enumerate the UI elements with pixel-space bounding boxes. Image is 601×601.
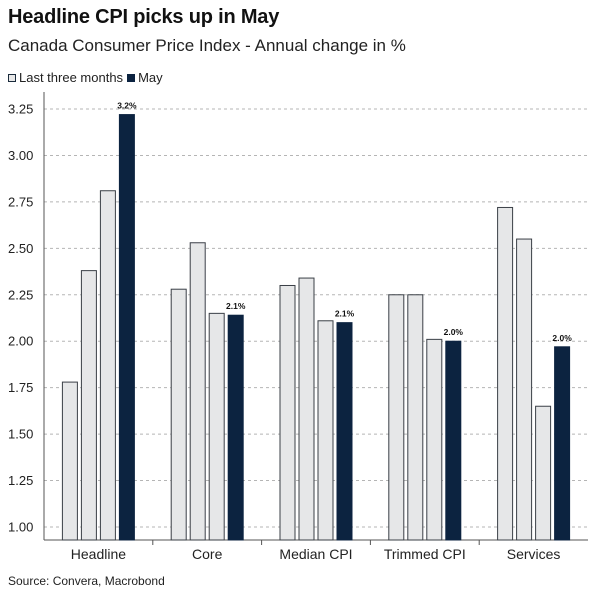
bar-last-three-months [407, 294, 424, 541]
bar-last-three-months [516, 238, 533, 541]
chart-title: Headline CPI picks up in May [8, 6, 280, 28]
legend-label-last-three-months: Last three months [19, 70, 124, 85]
y-tick-label: 1.25 [8, 473, 33, 488]
bar-last-three-months [535, 405, 552, 541]
bar-last-three-months [426, 338, 443, 541]
data-label: 2.0% [444, 327, 464, 337]
bar-last-three-months [208, 312, 225, 541]
data-label: 3.2% [117, 101, 137, 111]
chart-subtitle: Canada Consumer Price Index - Annual cha… [8, 36, 406, 55]
data-label: 2.0% [552, 333, 572, 343]
y-tick-label: 2.50 [8, 241, 33, 256]
bar-may [336, 322, 353, 541]
x-tick-label: Median CPI [279, 546, 352, 562]
bar-last-three-months [388, 294, 405, 541]
legend-item-last-three-months: Last three months [8, 70, 123, 85]
y-tick-label: 1.75 [8, 380, 33, 395]
y-tick-label: 2.25 [8, 287, 33, 302]
bar-last-three-months [80, 270, 97, 541]
bar-last-three-months [189, 242, 206, 541]
bar-last-three-months [61, 381, 78, 541]
bar-last-three-months [99, 190, 116, 541]
bar-last-three-months [298, 277, 315, 541]
y-tick-label: 3.00 [8, 148, 33, 163]
y-tick-label: 1.00 [8, 519, 33, 534]
x-tick-label: Headline [71, 546, 126, 562]
x-tick-label: Trimmed CPI [384, 546, 466, 562]
bar-last-three-months [279, 284, 296, 541]
bar-last-three-months [170, 288, 187, 541]
chart-legend: Last three months May [8, 70, 167, 85]
legend-item-may: May [127, 70, 163, 85]
bar-may [445, 340, 462, 541]
bar-may [118, 114, 135, 541]
x-tick-label: Services [507, 546, 561, 562]
data-label: 2.1% [226, 301, 246, 311]
bar-last-three-months [497, 206, 514, 541]
y-tick-label: 3.25 [8, 102, 33, 117]
legend-label-may: May [138, 70, 163, 85]
bar-may [227, 314, 244, 541]
y-tick-label: 2.75 [8, 194, 33, 209]
y-tick-label: 1.50 [8, 427, 33, 442]
x-tick-label: Core [192, 546, 223, 562]
legend-swatch-light [8, 73, 16, 82]
bar-may [554, 346, 571, 541]
source-note: Source: Convera, Macrobond [8, 574, 165, 588]
legend-swatch-dark [127, 73, 136, 82]
data-label: 2.1% [335, 309, 355, 319]
bar-last-three-months [317, 320, 334, 541]
y-tick-label: 2.00 [8, 334, 33, 349]
